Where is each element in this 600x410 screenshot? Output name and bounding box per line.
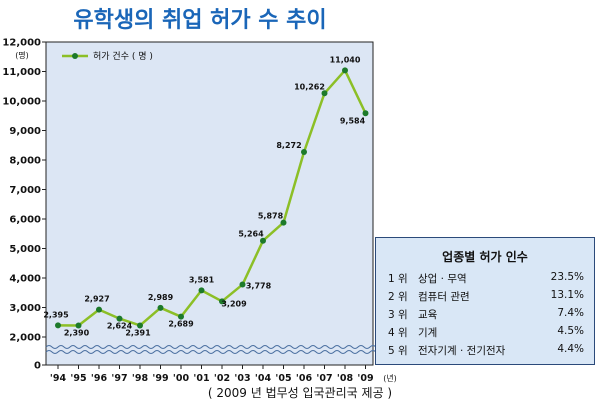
ranking-rank: 2 위 <box>388 291 408 303</box>
x-tick-label: '02 <box>214 373 230 384</box>
ranking-row: 3 위 교육 7.4% <box>388 307 584 325</box>
x-tick-label: '97 <box>111 373 127 384</box>
data-point <box>321 90 328 97</box>
y-tick-label: 2,000 <box>9 333 41 344</box>
data-label: 5,878 <box>258 212 284 221</box>
x-tick-label: '94 <box>50 373 67 384</box>
data-label: 2,391 <box>125 328 151 337</box>
ranking-percent: 4.4% <box>557 343 584 355</box>
data-point <box>116 315 123 322</box>
y-tick-label: 9,000 <box>9 126 41 137</box>
y-tick-label: 0 <box>34 361 41 372</box>
x-tick-label: '07 <box>316 373 332 384</box>
ranking-category: 전자기계 · 전기전자 <box>418 345 506 357</box>
data-point <box>96 306 102 313</box>
ranking-rank: 4 위 <box>388 327 408 339</box>
data-label: 3,581 <box>189 275 215 284</box>
legend: 허가 건수 ( 명 ) <box>62 51 153 62</box>
ranking-category: 컴퓨터 관련 <box>418 291 470 303</box>
x-tick-label: '99 <box>152 373 168 384</box>
x-tick-label: '06 <box>296 373 313 384</box>
ranking-percent: 4.5% <box>557 325 584 337</box>
y-axis-unit: (명) <box>15 50 29 60</box>
data-label: 2,624 <box>107 322 133 331</box>
ranking-row: 4 위 기계 4.5% <box>388 325 584 343</box>
ranking-category: 상업 · 무역 <box>418 273 467 285</box>
y-tick-label: 6,000 <box>9 215 41 226</box>
ranking-percent: 13.1% <box>550 289 584 301</box>
data-label: 2,689 <box>168 320 194 329</box>
data-label: 2,395 <box>43 310 69 319</box>
data-label: 3,778 <box>246 282 272 291</box>
x-tick-label: '09 <box>357 373 373 384</box>
series-line <box>57 69 367 327</box>
y-tick-label: 11,000 <box>2 67 41 78</box>
axis-break-line <box>45 345 383 349</box>
x-tick-label: '01 <box>193 373 209 384</box>
data-point <box>219 298 225 305</box>
y-tick-label: 3,000 <box>9 303 41 314</box>
data-label: 9,584 <box>340 116 366 125</box>
ranking-rank: 1 위 <box>388 273 408 285</box>
data-label: 2,927 <box>84 295 109 304</box>
ranking-category: 기계 <box>418 327 438 339</box>
ranking-percent: 23.5% <box>550 271 584 283</box>
ranking-title: 업종별 허가 인수 <box>442 250 528 264</box>
data-label: 8,272 <box>276 141 301 150</box>
x-tick-label: '95 <box>70 373 86 384</box>
data-point <box>75 322 82 329</box>
data-point <box>301 148 307 155</box>
data-point <box>55 322 61 329</box>
data-label: 10,262 <box>294 82 325 91</box>
x-tick-label: '00 <box>173 373 190 384</box>
data-point <box>239 281 246 288</box>
x-tick-label: '08 <box>337 373 354 384</box>
y-tick-label: 8,000 <box>9 156 41 167</box>
ranking-panel: 업종별 허가 인수 1 위 상업 · 무역 23.5% 2 위 컴퓨터 관련 13.1% 3… <box>375 237 595 365</box>
data-point <box>260 237 266 244</box>
y-tick-label: 12,000 <box>2 38 41 49</box>
x-axis-unit: (년) <box>383 373 397 383</box>
x-tick-label: '04 <box>255 373 272 384</box>
data-label: 3,209 <box>221 299 247 308</box>
ranking-rank: 5 위 <box>388 345 408 357</box>
data-point <box>157 304 164 311</box>
data-point <box>280 219 287 226</box>
ranking-row: 5 위 전자기계 · 전기전자 4.4% <box>388 343 584 361</box>
axis-break <box>45 345 383 354</box>
data-label: 11,040 <box>330 55 361 64</box>
y-tick-label: 5,000 <box>9 244 41 255</box>
data-point <box>342 67 348 74</box>
ranking-row: 1 위 상업 · 무역 23.5% <box>388 271 584 289</box>
ranking-category: 교육 <box>418 309 438 321</box>
data-point <box>198 287 205 294</box>
data-point <box>178 313 184 320</box>
data-label: 2,390 <box>64 328 90 337</box>
ranking-percent: 7.4% <box>557 307 584 319</box>
axis-break-line <box>45 350 383 354</box>
ranking-row: 2 위 컴퓨터 관련 13.1% <box>388 289 584 307</box>
source-note: ( 2009 년 법무성 입국관리국 제공 ) <box>208 386 392 400</box>
x-tick-label: '03 <box>234 373 250 384</box>
x-tick-label: '96 <box>91 373 108 384</box>
data-label: 2,989 <box>148 293 174 302</box>
y-tick-label: 4,000 <box>9 274 41 285</box>
data-label: 5,264 <box>238 230 264 239</box>
y-tick-label: 7,000 <box>9 185 41 196</box>
x-tick-label: '05 <box>275 373 291 384</box>
data-point <box>362 110 369 117</box>
chart-title: 유학생의 취업 허가 수 추이 <box>73 8 326 33</box>
ranking-rank: 3 위 <box>388 309 408 321</box>
legend-marker <box>72 53 78 59</box>
x-tick-label: '98 <box>132 373 149 384</box>
data-point <box>137 322 143 329</box>
legend-label: 허가 건수 ( 명 ) <box>93 51 153 62</box>
y-tick-label: 10,000 <box>2 97 41 108</box>
